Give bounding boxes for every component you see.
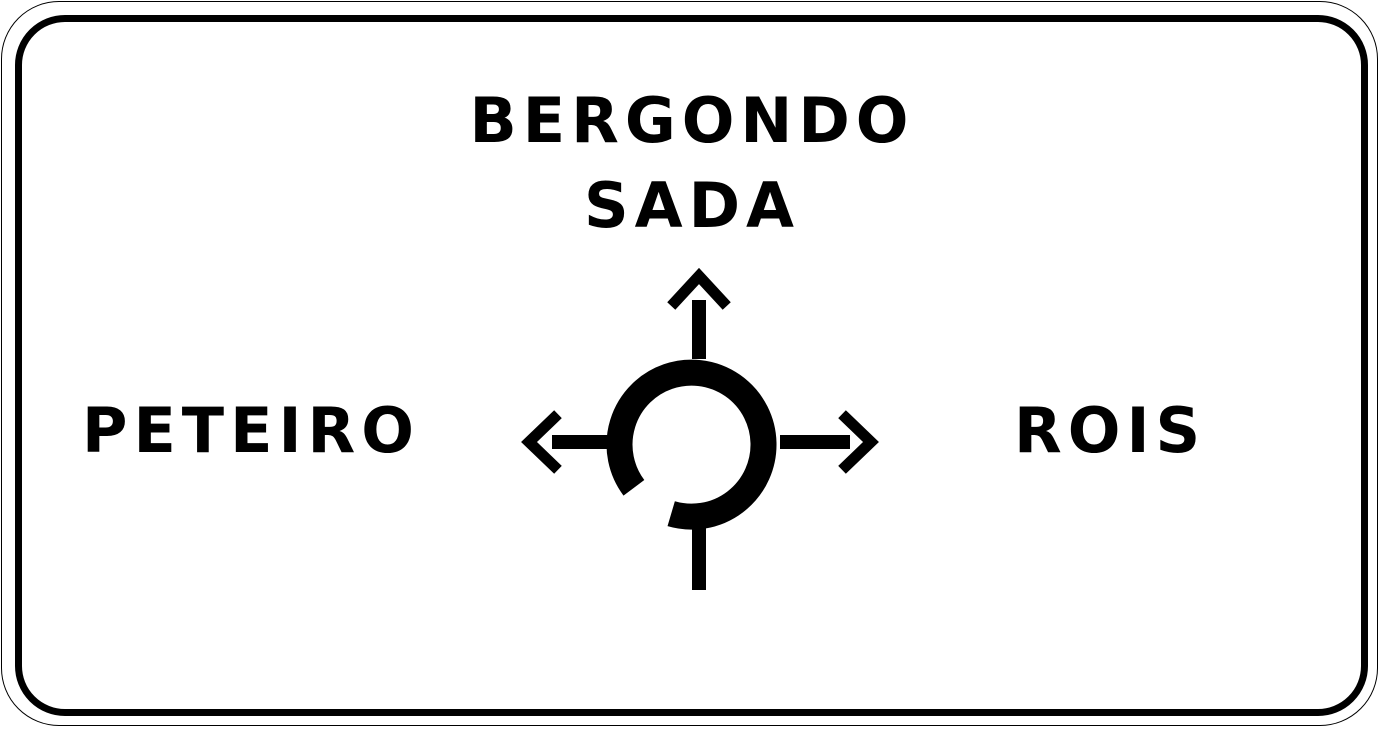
destination-right: ROIS [1014,394,1207,467]
sign-border [15,15,1368,716]
roundabout-icon [521,267,879,590]
arrow-up-icon [667,267,731,310]
arrow-right-icon [838,410,879,474]
destination-left: PETEIRO [82,394,420,467]
roundabout-ring [606,359,777,530]
arrow-left-icon [521,410,562,474]
destination-straight-1: BERGONDO [469,84,915,157]
destination-straight-2: SADA [583,169,801,242]
